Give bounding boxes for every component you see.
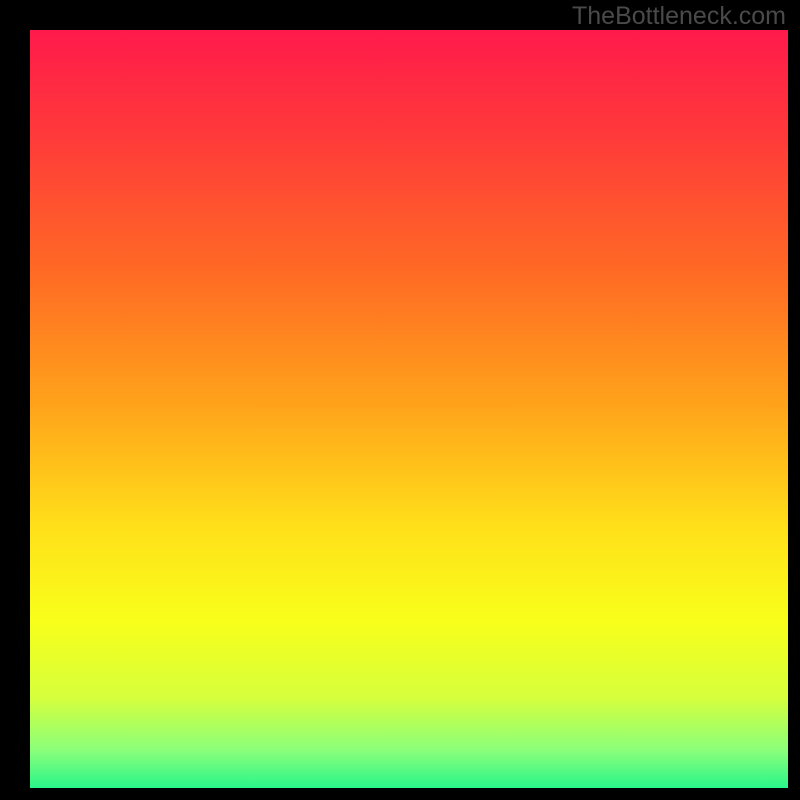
watermark-text: TheBottleneck.com <box>572 2 786 31</box>
chart-svg <box>30 30 788 788</box>
chart-area <box>30 30 788 788</box>
figure-frame: TheBottleneck.com <box>0 0 800 800</box>
